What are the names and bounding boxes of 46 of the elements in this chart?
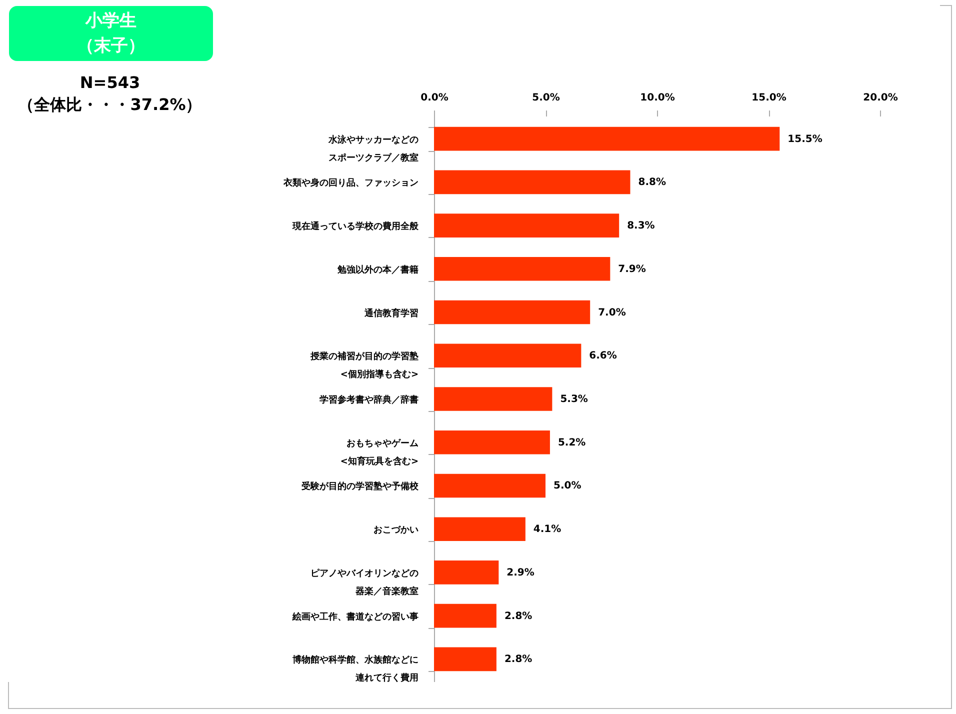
bar <box>434 300 590 324</box>
data-label: 2.8% <box>504 654 532 666</box>
data-label: 5.3% <box>560 394 588 405</box>
data-label: 2.9% <box>506 567 534 578</box>
y-tick-label: 授業の補習が目的の学習塾<個別指導も含む> <box>310 351 418 380</box>
bar <box>434 256 610 281</box>
bar <box>434 126 780 151</box>
data-label: 7.9% <box>618 264 646 275</box>
y-tick-label: 受験が目的の学習塾や予備校 <box>300 481 420 492</box>
x-tick-label: 20.0% <box>863 92 898 104</box>
y-tick-label: おこづかい <box>374 526 418 536</box>
bar <box>434 560 499 584</box>
x-tick-label: 0.0% <box>420 92 448 104</box>
data-label: 15.5% <box>788 134 822 145</box>
data-label: 6.6% <box>589 350 617 362</box>
y-tick-label: 博物館や科学館、水族館などに連れて行く費用 <box>292 654 418 684</box>
y-tick-label: 学習参考書や辞典／辞書 <box>320 394 418 406</box>
data-label: 8.8% <box>638 177 666 188</box>
data-label: 2.8% <box>504 610 532 622</box>
y-tick-label: 絵画や工作、書道などの習い事 <box>292 611 418 622</box>
y-tick-label: 勉強以外の本／書籍 <box>336 264 418 276</box>
data-label: 5.2% <box>558 437 586 448</box>
data-label: 8.3% <box>627 220 655 232</box>
text: N=543 （全体比・・・37.2%） <box>17 72 203 116</box>
y-tick-label: 現在通っている学校の費用全般 <box>292 221 420 232</box>
x-tick-label: 5.0% <box>532 92 560 104</box>
text: 小学生（末子） <box>9 6 213 61</box>
bar <box>434 170 630 194</box>
data-label: 7.0% <box>598 307 626 318</box>
y-tick-label: おもちゃやゲーム<知育玩具を含む> <box>340 438 418 467</box>
bar <box>434 474 546 498</box>
data-label: 4.1% <box>533 524 562 536</box>
bar <box>434 344 582 368</box>
x-tick-label: 10.0% <box>640 92 675 104</box>
y-tick-label: 水泳やサッカーなどのスポーツクラブ／教室 <box>328 134 418 164</box>
data-label: 5.0% <box>554 480 582 492</box>
bar <box>434 214 620 238</box>
bar <box>434 387 552 411</box>
y-tick-label: ピアノやバイオリンなどの器楽／音楽教室 <box>310 568 418 597</box>
y-tick-label: 衣類や身の回り品、ファッション <box>282 178 418 189</box>
bar <box>434 647 496 672</box>
bar <box>434 517 526 542</box>
y-tick-label: 通信教育学習 <box>364 306 418 319</box>
bar <box>434 604 496 628</box>
x-tick-label: 15.0% <box>752 92 786 104</box>
bar <box>434 430 550 454</box>
